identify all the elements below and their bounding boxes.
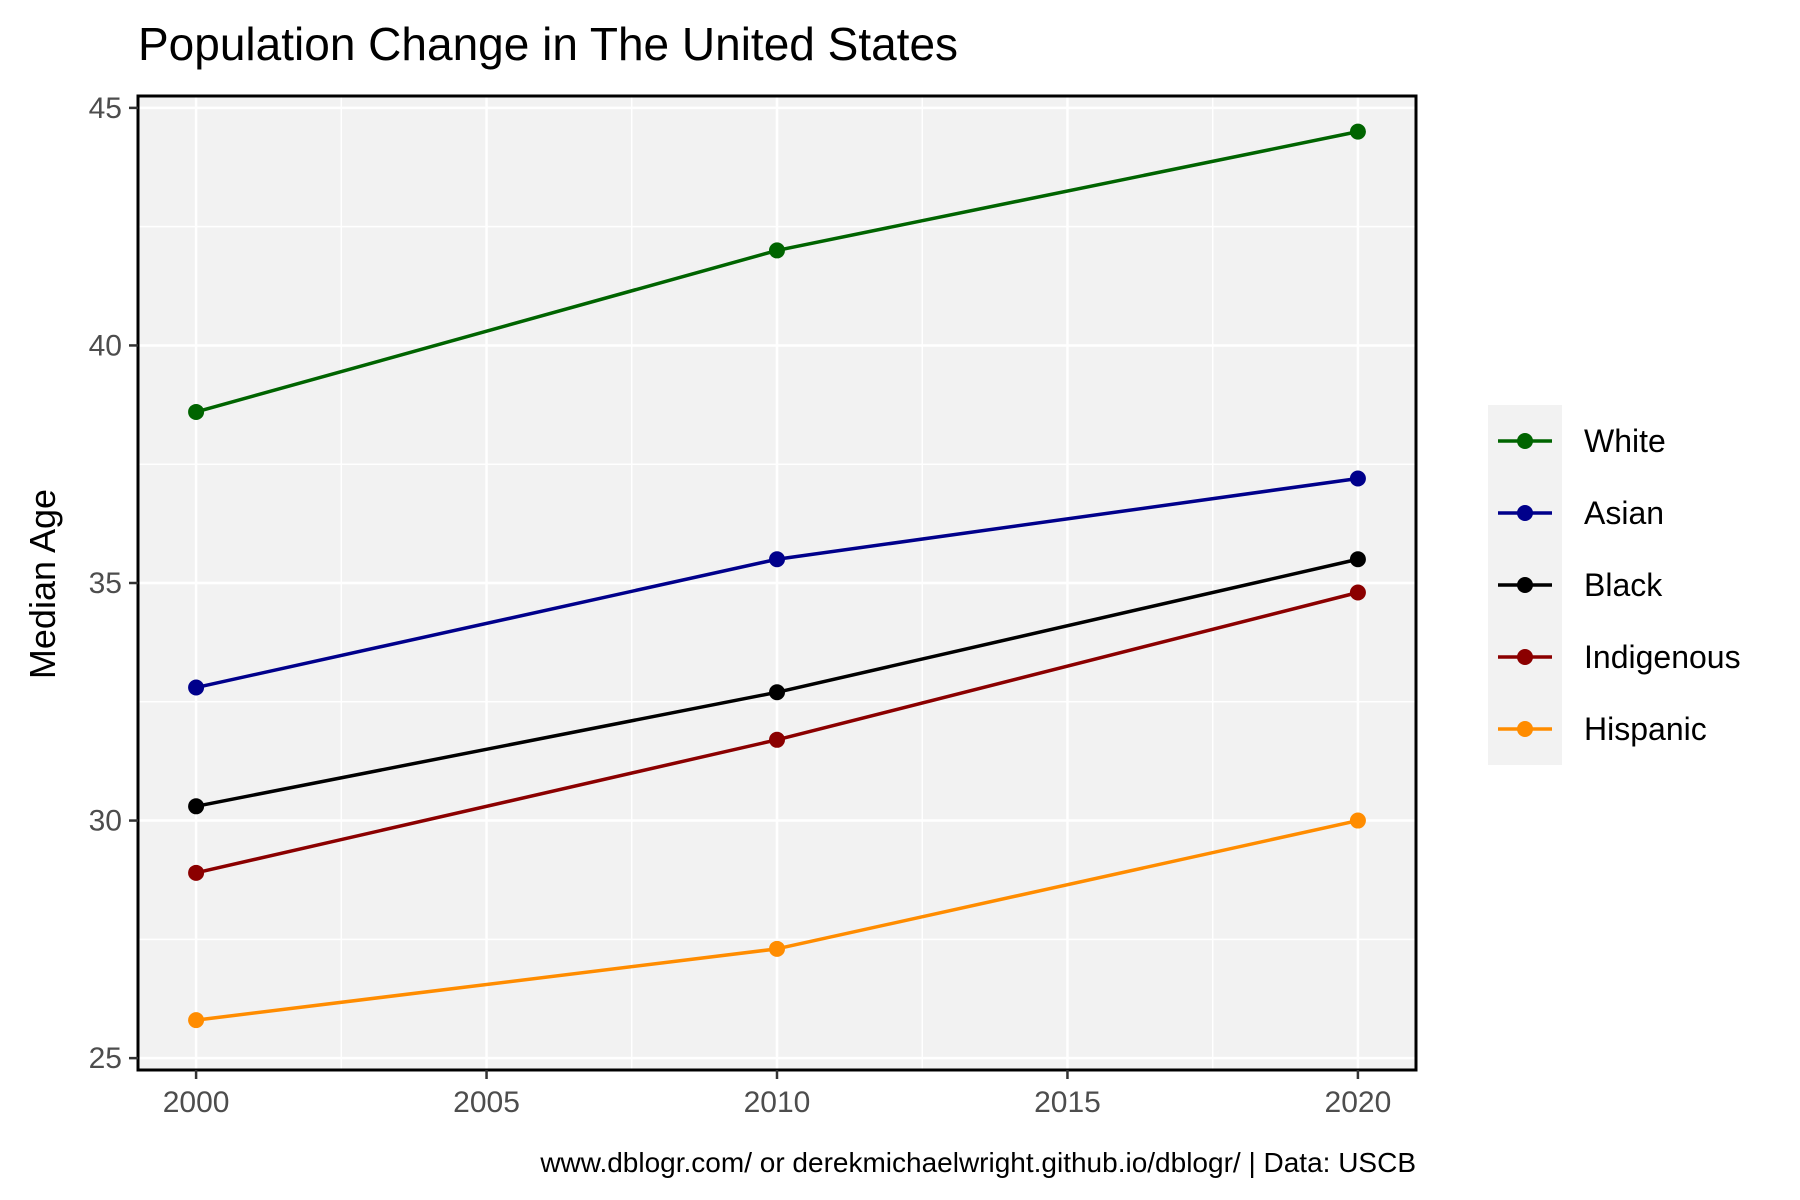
legend-label-indigenous: Indigenous (1584, 639, 1741, 675)
data-point-indigenous (1349, 584, 1366, 601)
data-point-white (1349, 123, 1366, 140)
y-axis-title: Median Age (22, 489, 63, 679)
chart-caption: www.dblogr.com/ or derekmichaelwright.gi… (539, 1147, 1416, 1178)
legend-marker-asian (1517, 505, 1533, 521)
legend-label-white: White (1584, 423, 1666, 459)
data-point-white (769, 242, 785, 259)
chart-title: Population Change in The United States (138, 18, 958, 70)
data-point-black (769, 684, 785, 701)
legend-marker-black (1517, 577, 1533, 593)
data-point-indigenous (769, 731, 785, 748)
legend-marker-hispanic (1517, 721, 1533, 737)
y-tick-label: 40 (89, 329, 122, 362)
data-point-white (188, 403, 205, 420)
legend-item-asian: Asian (1498, 495, 1664, 531)
legend-marker-indigenous (1517, 649, 1533, 665)
legend-item-hispanic: Hispanic (1498, 711, 1707, 747)
x-tick-label: 2000 (163, 1086, 230, 1119)
legend-label-black: Black (1584, 567, 1663, 603)
y-tick-label: 35 (89, 567, 122, 600)
legend-item-indigenous: Indigenous (1498, 639, 1741, 675)
legend-label-hispanic: Hispanic (1584, 711, 1707, 747)
data-point-black (188, 798, 205, 815)
data-point-asian (769, 551, 785, 568)
data-point-hispanic (769, 940, 785, 957)
x-tick-label: 2005 (453, 1086, 520, 1119)
legend-item-white: White (1498, 423, 1666, 459)
data-point-hispanic (1349, 812, 1366, 829)
legend-label-asian: Asian (1584, 495, 1664, 531)
y-tick-label: 45 (89, 92, 122, 125)
data-point-asian (188, 679, 205, 696)
legend-marker-white (1517, 433, 1533, 449)
data-point-asian (1349, 470, 1366, 487)
x-tick-label: 2015 (1034, 1086, 1101, 1119)
legend-item-black: Black (1498, 567, 1663, 603)
data-point-black (1349, 551, 1366, 568)
x-tick-label: 2010 (744, 1086, 811, 1119)
y-tick-label: 25 (89, 1042, 122, 1075)
y-tick-label: 30 (89, 805, 122, 838)
data-point-hispanic (188, 1012, 205, 1029)
data-point-indigenous (188, 864, 205, 881)
x-tick-label: 2020 (1325, 1086, 1392, 1119)
